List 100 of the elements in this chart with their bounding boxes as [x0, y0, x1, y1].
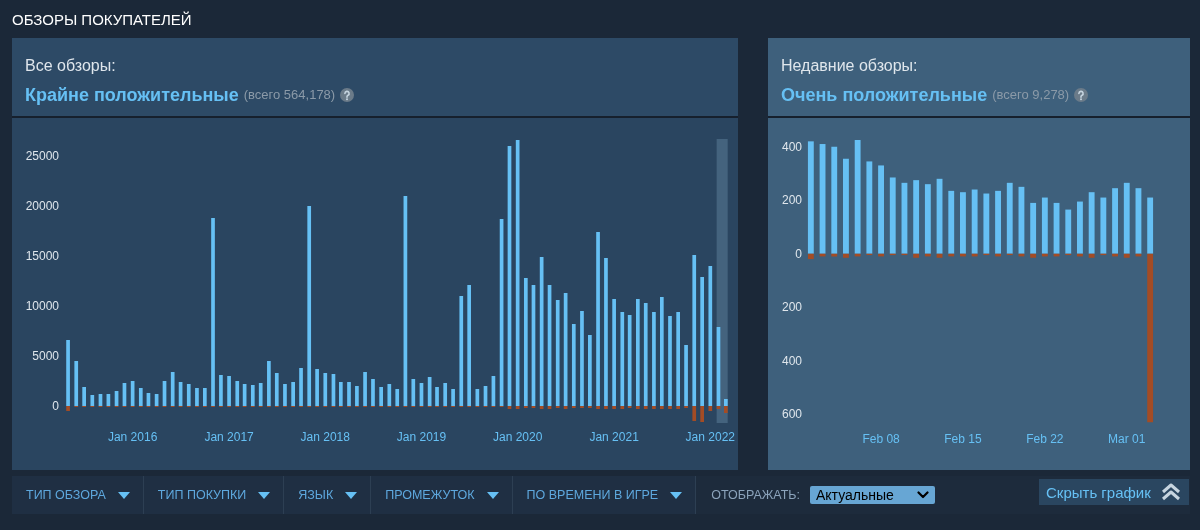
x-tick-label: Jan 2021 [589, 430, 640, 444]
bar [283, 384, 287, 406]
bar [652, 312, 656, 406]
bar [843, 158, 849, 254]
bar [588, 335, 592, 406]
x-tick-label: Jan 2019 [396, 430, 447, 444]
y-tick-label: 200 [781, 300, 803, 315]
select-field: Актуальные [810, 486, 935, 504]
bar [854, 140, 861, 254]
bar [612, 406, 616, 409]
bar [676, 406, 681, 409]
bar [395, 389, 400, 406]
bar [1006, 182, 1013, 254]
y-tick-label: 0 [795, 246, 803, 261]
x-tick-label: Mar 01 [1108, 432, 1146, 446]
dropdown-tab: ЯЗЫК [284, 476, 372, 514]
bar [267, 361, 271, 406]
bar [355, 386, 359, 406]
bar [960, 192, 966, 254]
bar [643, 406, 648, 409]
bar [315, 369, 319, 406]
bar [555, 300, 560, 406]
x-tick-label: Feb 22 [1026, 432, 1064, 446]
bar [515, 140, 520, 406]
bar [1147, 253, 1154, 423]
bar [250, 385, 255, 406]
bar [338, 382, 343, 406]
bar [451, 389, 455, 406]
dropdown-tab: ПО ВРЕМЕНИ В ИГРЕ [512, 476, 697, 514]
bar [467, 285, 472, 406]
chart-title: Недавние обзоры: [781, 56, 919, 76]
bar [807, 253, 814, 260]
bar [1123, 182, 1130, 254]
bar [1030, 253, 1037, 258]
bar [983, 193, 990, 254]
y-tick-label: 0 [52, 399, 60, 413]
bar [724, 399, 728, 406]
bar [635, 406, 640, 409]
bar [66, 406, 70, 411]
bar [604, 258, 608, 406]
bar [843, 253, 849, 258]
bar [708, 266, 713, 406]
dropdown-tab: ТИП ПОКУПКИ [143, 476, 285, 514]
bar [612, 299, 616, 406]
bar [684, 345, 688, 406]
bar [652, 406, 656, 409]
bar [692, 255, 697, 406]
bar [571, 324, 576, 406]
y-tick-label: 5000 [32, 349, 60, 363]
bar [676, 312, 681, 406]
bar [866, 161, 873, 254]
bar [1077, 201, 1083, 254]
bar [1100, 197, 1107, 254]
bar [1030, 202, 1037, 254]
bar [1041, 197, 1048, 254]
bar [307, 206, 312, 406]
x-tick-label: Jan 2018 [300, 430, 351, 444]
y-tick-label: 400 [781, 139, 803, 154]
bar [948, 190, 955, 254]
bar [1112, 188, 1118, 254]
bar [1147, 197, 1154, 254]
bar [635, 299, 640, 406]
bar [186, 384, 191, 406]
bar [170, 372, 175, 406]
text: (всего 9,278) [992, 86, 1070, 104]
bar [74, 361, 79, 406]
chart-subtitle: Очень положительные [781, 84, 988, 107]
bar [138, 388, 143, 406]
x-tick-label: Feb 15 [944, 432, 982, 446]
bar [924, 184, 931, 254]
bar [580, 311, 584, 406]
bar [379, 387, 383, 406]
text: ОТОБРАЖАТЬ: [711, 488, 800, 502]
bar [274, 373, 279, 406]
bar [363, 372, 367, 406]
bar [347, 382, 351, 406]
bar [443, 383, 448, 406]
bar [211, 218, 215, 406]
bar [387, 384, 392, 406]
bar [596, 232, 600, 406]
bar [523, 278, 528, 406]
bar [913, 180, 920, 254]
bar [878, 165, 884, 254]
bar [620, 406, 625, 409]
text: (всего 564,178) [243, 86, 336, 104]
bar [1065, 209, 1072, 254]
bar [668, 406, 672, 409]
dropdown-tab: ПРОМЕЖУТОК [371, 476, 513, 514]
bar [627, 315, 632, 406]
bar [995, 190, 1001, 254]
bar [66, 340, 70, 406]
bar [659, 406, 664, 409]
bar [202, 388, 207, 406]
x-tick-label: Jan 2022 [685, 430, 736, 444]
bar [831, 146, 838, 254]
bar [90, 395, 95, 406]
bar [371, 379, 375, 406]
y-tick-label: 25000 [25, 149, 60, 163]
bar [807, 141, 814, 254]
bar [889, 177, 896, 254]
